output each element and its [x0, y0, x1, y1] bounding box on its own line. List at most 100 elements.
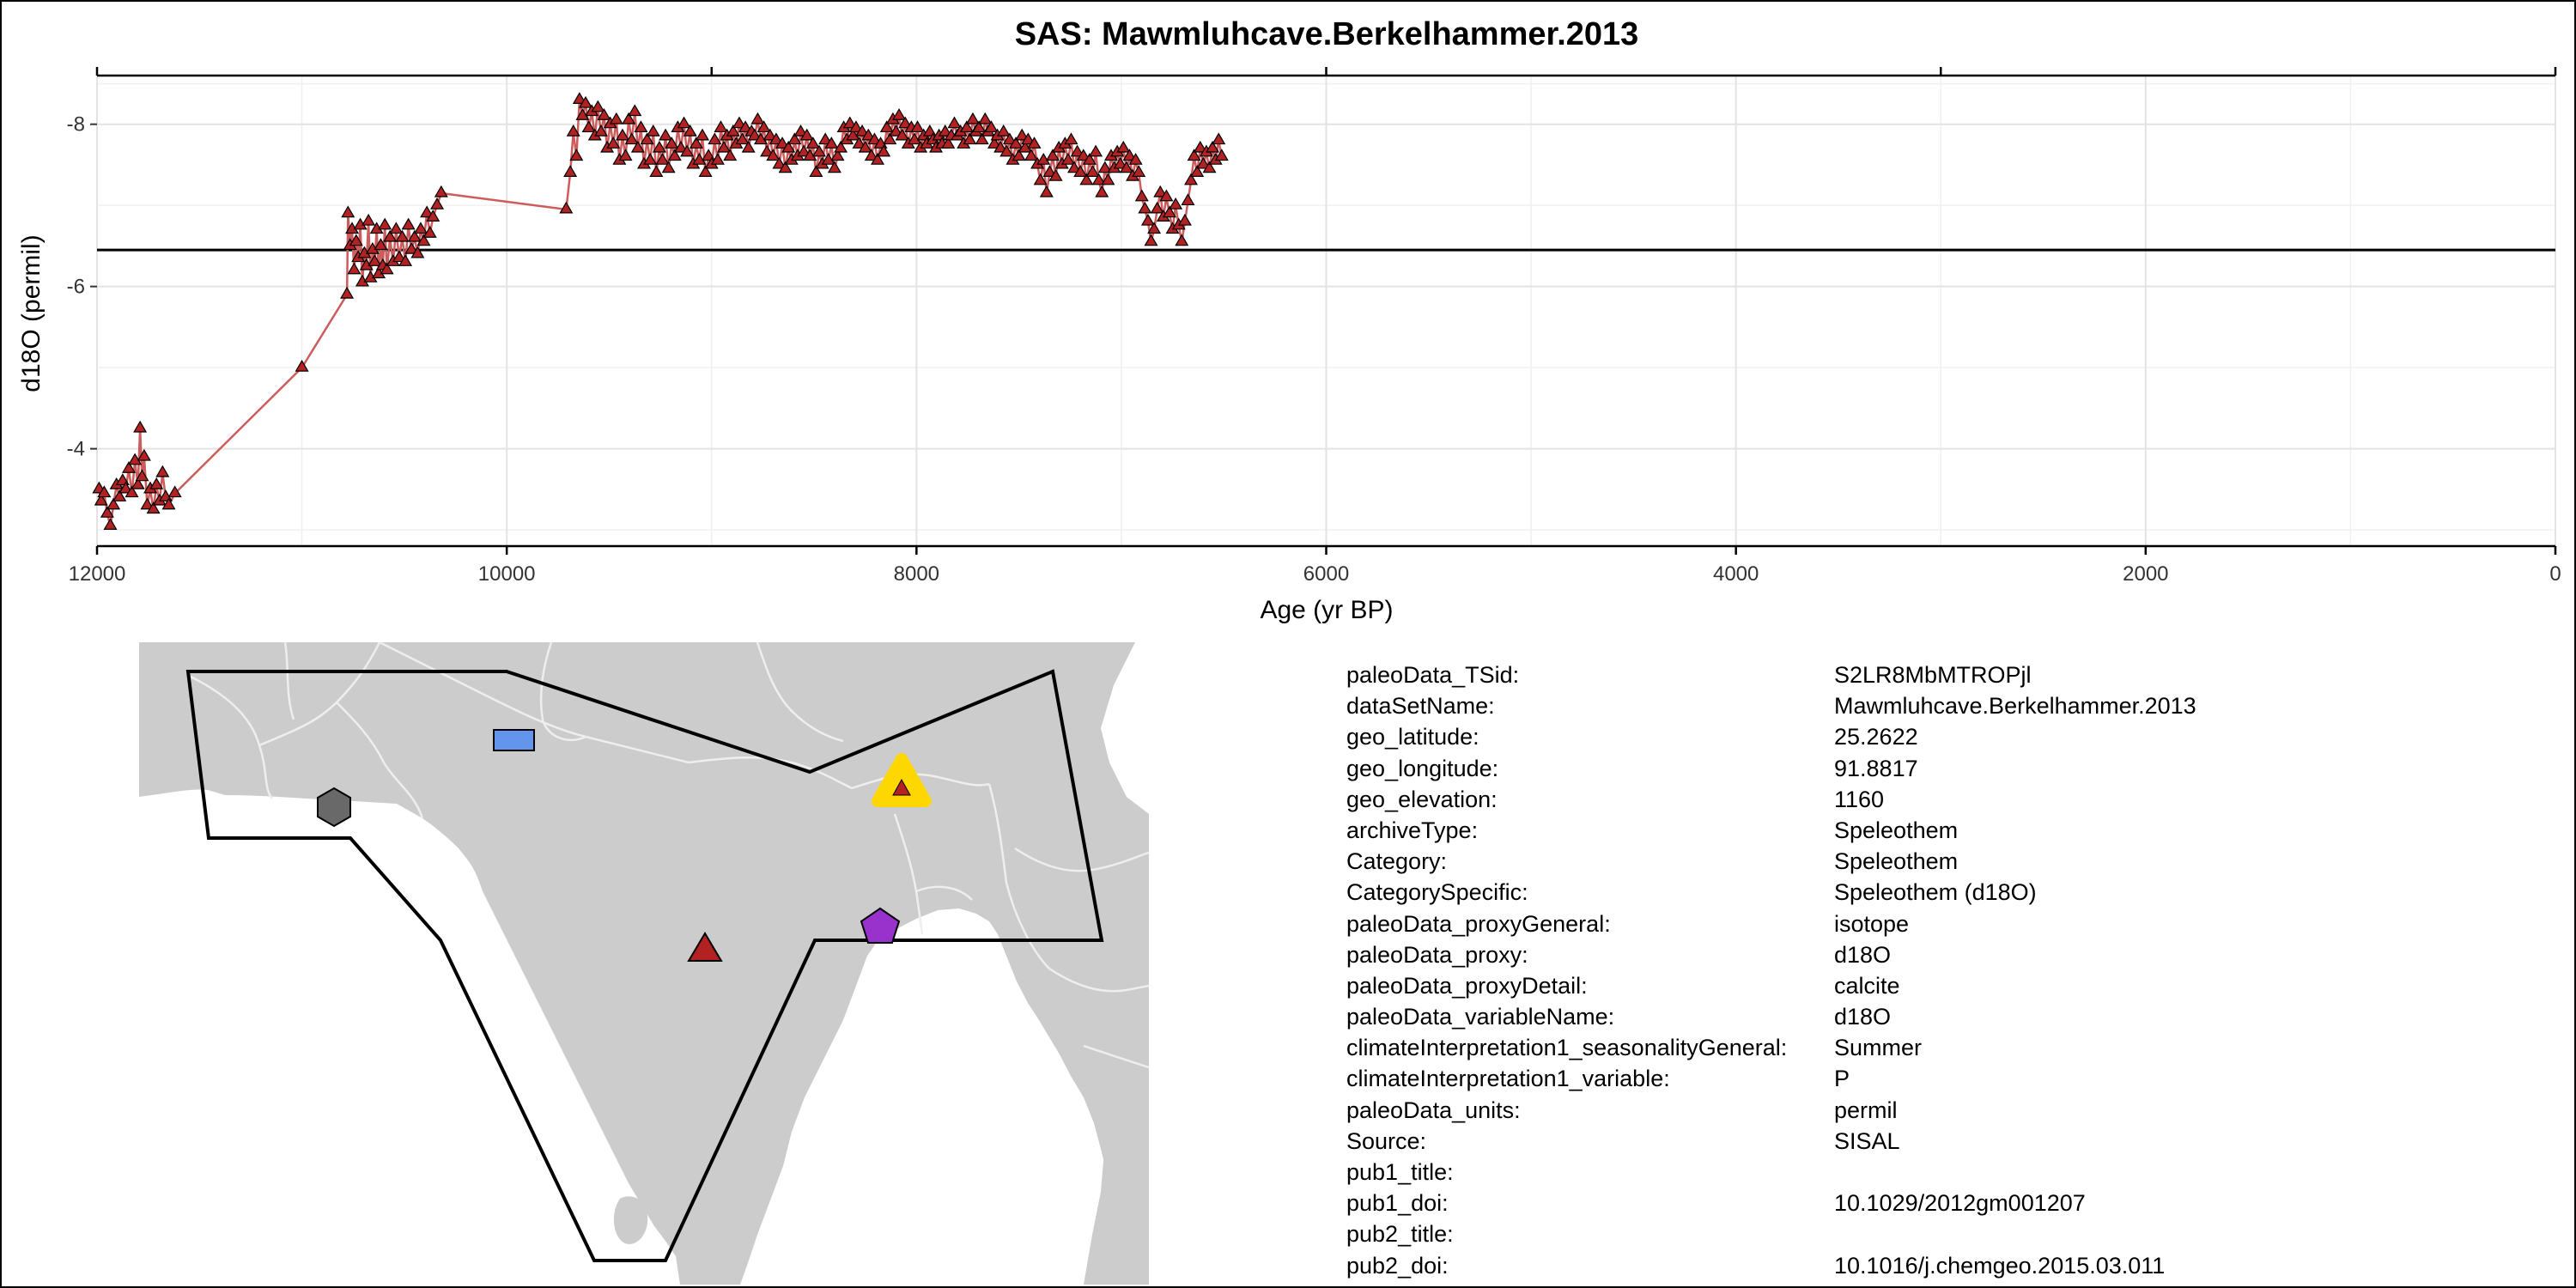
data-point: [630, 140, 645, 153]
metadata-value: Summer: [1834, 1035, 1923, 1061]
data-point: [677, 116, 691, 129]
data-point: [146, 501, 161, 514]
data-point: [1097, 161, 1112, 173]
data-point: [575, 108, 590, 120]
data-point: [846, 128, 860, 141]
data-point: [1187, 149, 1201, 161]
metadata-value: permil: [1834, 1097, 1898, 1123]
data-point: [692, 153, 707, 165]
data-point: [821, 153, 835, 165]
data-point: [112, 489, 127, 501]
data-point: [803, 149, 817, 161]
data-point: [615, 128, 629, 141]
data-point: [975, 132, 989, 145]
data-point: [1048, 168, 1063, 181]
data-point: [634, 120, 648, 133]
data-point: [349, 234, 363, 246]
data-point: [1021, 132, 1036, 145]
y-tick-label: -6: [67, 276, 85, 299]
data-point: [609, 112, 623, 125]
data-point: [392, 250, 406, 263]
data-point: [1101, 173, 1115, 185]
data-point: [380, 262, 394, 275]
data-point: [1039, 185, 1054, 197]
data-point: [661, 161, 676, 173]
data-point: [864, 149, 878, 161]
data-point: [1169, 197, 1183, 210]
data-point: [1140, 213, 1155, 226]
data-point: [649, 165, 664, 177]
data-point: [741, 140, 756, 153]
data-point: [818, 132, 833, 145]
data-point: [100, 506, 114, 518]
data-point: [133, 420, 148, 433]
x-tick-label: 12000: [69, 562, 126, 586]
data-point: [121, 461, 136, 473]
data-point: [398, 254, 413, 266]
data-point: [1027, 137, 1042, 149]
data-point: [984, 120, 999, 133]
data-point: [1144, 234, 1158, 246]
data-point: [1116, 140, 1131, 153]
data-point: [965, 112, 980, 125]
metadata-key: pub2_doi:: [1346, 1252, 1449, 1279]
metadata-key: archiveType:: [1346, 817, 1479, 843]
data-point: [1002, 132, 1017, 145]
metadata-key: climateInterpretation1_variable:: [1346, 1066, 1670, 1092]
axes: 12000 10000 8000 6000 4000 2000 0 -8 -6 -4: [67, 67, 2561, 586]
metadata-value: Speleothem: [1834, 817, 1959, 843]
marker-rectangle-blue: [493, 729, 535, 751]
x-tick-label: 2000: [2123, 562, 2168, 586]
data-point: [993, 140, 1008, 153]
southeast-asia-land: [1036, 926, 1149, 1285]
data-point: [655, 153, 670, 165]
data-point: [591, 100, 605, 112]
y-axis-label: d18O (permil): [17, 234, 46, 392]
data-point: [1076, 149, 1091, 161]
data-point: [410, 246, 425, 258]
data-point: [812, 144, 827, 157]
data-point: [895, 128, 909, 141]
data-point: [646, 124, 660, 137]
data-point: [1119, 161, 1133, 173]
data-point: [747, 128, 762, 141]
metadata-value: 1160: [1834, 786, 1885, 812]
metadata-key: paleoData_proxy:: [1346, 941, 1528, 968]
data-point: [125, 485, 139, 498]
ocean-northeast-corner: [1101, 642, 1149, 814]
data-point: [665, 137, 679, 149]
metadata-key: paleoData_proxyGeneral:: [1346, 910, 1611, 937]
data-point: [640, 132, 654, 145]
data-point: [161, 497, 176, 510]
metadata-key: paleoData_proxyDetail:: [1346, 972, 1588, 999]
metadata-value: 91.8817: [1834, 755, 1918, 781]
bay-of-bengal: [740, 908, 1118, 1285]
data-point: [340, 286, 355, 299]
data-point: [1150, 201, 1164, 214]
data-point: [135, 469, 149, 482]
data-point: [1214, 149, 1229, 161]
data-point: [383, 229, 398, 242]
data-point: [787, 132, 802, 145]
data-point: [941, 137, 956, 149]
data-point: [1085, 165, 1100, 177]
metadata-value: isotope: [1834, 910, 1910, 937]
data-point: [416, 234, 431, 246]
data-point: [1082, 153, 1097, 165]
data-point: [848, 120, 863, 133]
data-point: [1212, 132, 1226, 145]
metadata-key: geo_elevation:: [1346, 786, 1498, 812]
data-point: [155, 465, 170, 477]
data-point: [1132, 165, 1146, 177]
data-point: [858, 140, 872, 153]
data-point: [1045, 149, 1060, 161]
data-point: [1206, 140, 1220, 153]
data-point: [879, 120, 894, 133]
data-point: [1122, 149, 1137, 161]
data-point: [799, 128, 814, 141]
metadata-value: Mawmluhcave.Berkelhammer.2013: [1834, 693, 2196, 720]
data-point: [149, 477, 164, 489]
data-point: [762, 128, 777, 141]
data-point: [1196, 156, 1211, 169]
data-point: [883, 132, 897, 145]
